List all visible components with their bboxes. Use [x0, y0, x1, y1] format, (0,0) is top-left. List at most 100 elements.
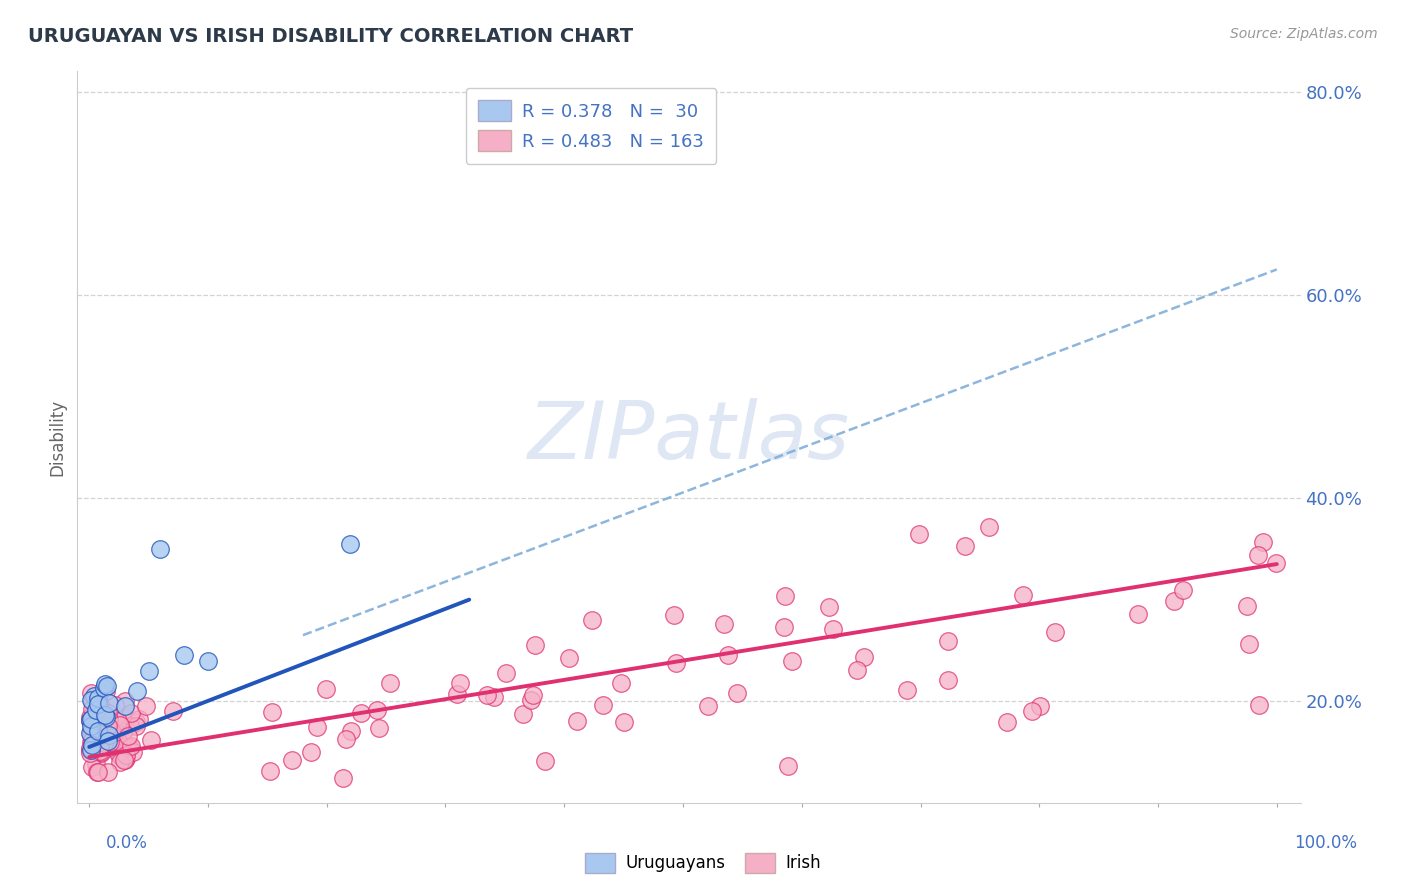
Point: [120, 739, 142, 753]
Point: [817, 600, 839, 615]
Point: [107, 714, 129, 728]
Point: [86, 724, 108, 739]
Point: [96, 712, 118, 726]
Point: [299, 745, 322, 759]
Point: [93, 736, 115, 750]
Point: [1236, 599, 1258, 613]
Point: [82, 728, 104, 742]
Point: [97, 721, 120, 735]
Point: [128, 712, 150, 726]
Point: [93, 681, 115, 696]
Point: [138, 664, 160, 678]
Point: [262, 705, 284, 719]
Point: [94, 724, 117, 739]
Point: [315, 681, 337, 696]
Point: [117, 729, 139, 743]
Text: ZIPatlas: ZIPatlas: [527, 398, 851, 476]
Point: [495, 666, 517, 681]
Point: [86, 703, 108, 717]
Point: [98, 728, 121, 742]
Point: [98, 713, 121, 727]
Point: [79, 743, 101, 757]
Point: [97, 723, 120, 738]
Point: [83, 732, 105, 747]
Point: [108, 748, 131, 763]
Point: [87, 691, 110, 706]
Point: [80, 743, 103, 757]
Point: [94, 709, 117, 723]
Legend: R = 0.378   N =  30, R = 0.483   N = 163: R = 0.378 N = 30, R = 0.483 N = 163: [465, 87, 716, 164]
Point: [89, 739, 111, 754]
Point: [446, 687, 468, 701]
Point: [89, 698, 111, 713]
Point: [89, 726, 111, 740]
Point: [713, 617, 735, 632]
Point: [82, 738, 104, 752]
Point: [592, 698, 614, 713]
Point: [97, 739, 120, 754]
Point: [82, 693, 104, 707]
Point: [519, 693, 541, 707]
Point: [86, 765, 108, 780]
Text: 0.0%: 0.0%: [105, 834, 148, 852]
Point: [449, 676, 471, 690]
Point: [87, 697, 110, 711]
Point: [83, 717, 105, 731]
Point: [853, 650, 876, 665]
Point: [197, 654, 219, 668]
Point: [558, 651, 581, 665]
Point: [104, 736, 127, 750]
Y-axis label: Disability: Disability: [48, 399, 66, 475]
Point: [82, 760, 104, 774]
Point: [696, 698, 718, 713]
Point: [780, 654, 803, 668]
Point: [82, 734, 104, 748]
Point: [107, 747, 129, 761]
Point: [522, 688, 544, 702]
Point: [98, 696, 121, 710]
Point: [610, 676, 633, 690]
Point: [98, 735, 121, 749]
Legend: Uruguayans, Irish: Uruguayans, Irish: [578, 847, 828, 880]
Point: [83, 706, 105, 721]
Point: [110, 718, 132, 732]
Point: [1043, 625, 1066, 640]
Point: [80, 718, 103, 732]
Point: [475, 688, 498, 702]
Point: [995, 714, 1018, 729]
Point: [139, 733, 162, 747]
Point: [1251, 534, 1274, 549]
Point: [91, 708, 114, 723]
Point: [149, 541, 172, 556]
Text: Source: ZipAtlas.com: Source: ZipAtlas.com: [1230, 27, 1378, 41]
Point: [79, 710, 101, 724]
Point: [90, 745, 112, 759]
Point: [115, 750, 138, 764]
Point: [118, 740, 141, 755]
Point: [84, 719, 107, 733]
Point: [79, 747, 101, 761]
Point: [114, 699, 136, 714]
Point: [79, 741, 101, 756]
Point: [80, 702, 103, 716]
Point: [307, 721, 329, 735]
Point: [97, 765, 120, 780]
Point: [91, 708, 114, 723]
Point: [89, 731, 111, 745]
Point: [281, 753, 304, 767]
Point: [91, 714, 114, 728]
Point: [97, 719, 120, 733]
Point: [124, 714, 146, 729]
Point: [118, 719, 141, 733]
Point: [79, 714, 101, 728]
Point: [86, 727, 108, 741]
Point: [162, 704, 184, 718]
Point: [108, 756, 131, 770]
Point: [86, 703, 108, 717]
Point: [96, 726, 118, 740]
Point: [98, 731, 121, 746]
Point: [79, 726, 101, 740]
Point: [955, 539, 977, 553]
Point: [83, 689, 105, 703]
Point: [97, 712, 120, 726]
